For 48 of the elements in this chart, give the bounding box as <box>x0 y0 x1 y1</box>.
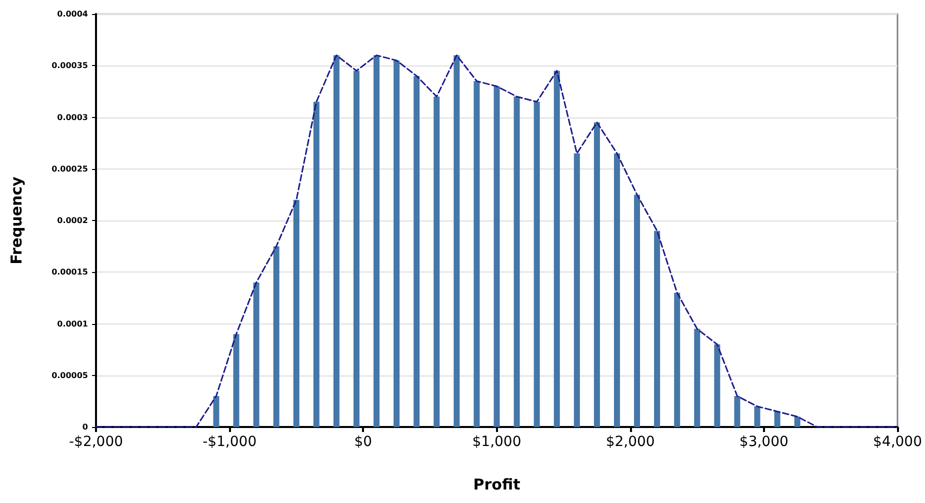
bar <box>634 194 640 427</box>
y-tick-label: 0.00015 <box>52 268 88 277</box>
bar <box>273 246 280 427</box>
bar <box>734 396 740 427</box>
bar <box>534 102 540 427</box>
bar <box>794 416 800 427</box>
bar <box>654 230 660 427</box>
y-tick-label: 0.00035 <box>52 61 88 70</box>
y-tick-label: 0.0002 <box>57 216 88 225</box>
bar <box>374 55 380 427</box>
bar <box>474 81 480 427</box>
x-tick-label: $1,000 <box>472 434 522 450</box>
y-tick-label: 0.00025 <box>52 164 88 174</box>
bar <box>333 55 340 427</box>
bar <box>434 96 440 427</box>
bar <box>774 412 780 427</box>
bar <box>233 334 240 427</box>
bar <box>574 153 580 427</box>
bar <box>353 70 360 427</box>
x-tick-label: $2,000 <box>606 434 655 450</box>
bar <box>674 292 680 427</box>
bar <box>454 55 460 427</box>
bar <box>213 396 220 427</box>
bar <box>313 102 320 427</box>
bar <box>594 122 600 427</box>
bar <box>614 153 620 427</box>
y-axis-title: Frequency <box>8 176 26 264</box>
bar <box>394 60 400 427</box>
bar <box>253 282 260 427</box>
bar <box>554 70 560 427</box>
y-tick-label: 0.0004 <box>57 10 88 18</box>
bar <box>414 76 420 427</box>
x-tick-label: -$1,000 <box>202 434 257 450</box>
bar <box>754 406 760 427</box>
bar <box>714 344 720 427</box>
bar <box>293 200 300 427</box>
bar <box>694 328 700 427</box>
y-tick-label: 0.0003 <box>57 112 88 122</box>
x-tick-label: $0 <box>354 434 372 450</box>
y-tick-label: 0 <box>82 422 88 432</box>
x-axis-title: Profit <box>473 476 520 494</box>
y-tick-label: 0.0001 <box>57 319 88 328</box>
bar <box>494 86 500 427</box>
x-tick-label: $3,000 <box>739 434 788 450</box>
x-tick-label: $4,000 <box>873 434 922 450</box>
x-tick-label: -$2,000 <box>68 434 124 450</box>
bar <box>514 96 520 427</box>
y-tick-label: 0.00005 <box>52 370 88 380</box>
